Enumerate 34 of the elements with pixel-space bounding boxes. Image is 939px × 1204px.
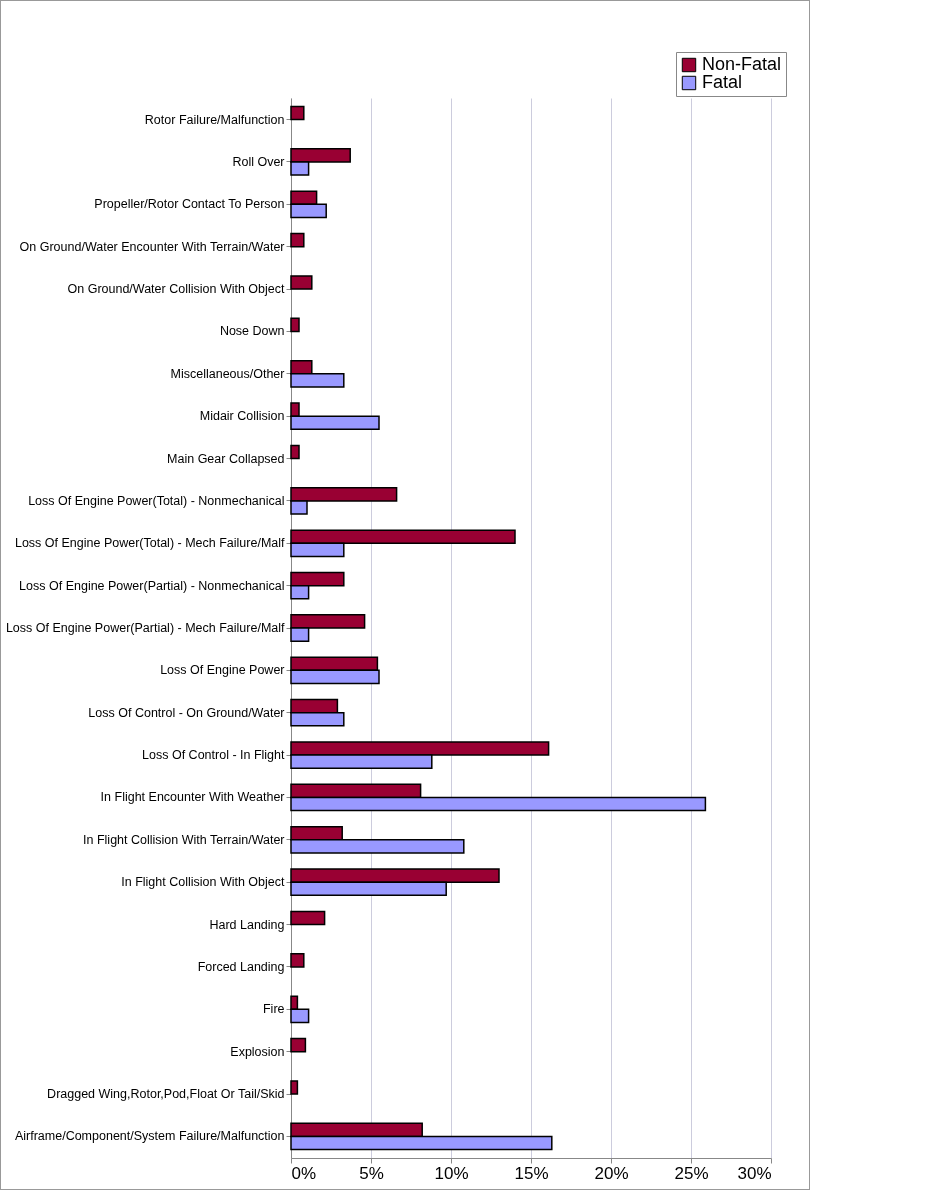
y-tick-label: In Flight Collision With Terrain/Water [83, 832, 285, 847]
y-tick-label: Airframe/Component/System Failure/Malfunction [14, 1129, 285, 1144]
y-tick-label: Explosion [230, 1044, 285, 1059]
y-tick-label: Loss Of Control - On Ground/Water [88, 705, 285, 720]
y-tick-label: Loss Of Engine Power(Total) - Nonmechanical [28, 493, 285, 508]
y-tick-label: Roll Over [232, 154, 285, 169]
y-tick-label: Dragged Wing,Rotor,Pod,Float Or Tail/Skid [47, 1087, 285, 1102]
y-tick-label: Loss Of Control - In Flight [142, 748, 286, 763]
x-tick-label: 30% [737, 1163, 772, 1183]
y-tick-label: Main Gear Collapsed [167, 451, 285, 466]
y-tick-label: Hard Landing [209, 917, 285, 932]
y-tick-label: Miscellaneous/Other [170, 366, 285, 381]
y-tick-label: Propeller/Rotor Contact To Person [94, 197, 285, 212]
y-tick-label: In Flight Collision With Object [121, 875, 286, 890]
x-tick-label: 5% [359, 1163, 384, 1183]
x-tick-label: 15% [514, 1163, 549, 1183]
y-tick-label: Loss Of Engine Power(Partial) - Mech Failure/Malf [5, 621, 286, 635]
y-tick-label: Forced Landing [197, 959, 285, 974]
y-tick-label: Fire [262, 1002, 285, 1017]
y-tick-label: Midair Collision [199, 409, 285, 424]
x-tick-label: 20% [594, 1163, 629, 1183]
y-tick-label: On Ground/Water Collision With Object [67, 282, 286, 297]
x-tick-label: 10% [434, 1163, 469, 1183]
y-tick-label: On Ground/Water Encounter With Terrain/Water [19, 239, 285, 254]
y-tick-label: Loss Of Engine Power(Partial) - Nonmechanical [19, 578, 285, 593]
legend-label: Non-Fatal [702, 54, 782, 74]
y-tick-label: Loss Of Engine Power(Total) - Mech Failure/Malf [14, 536, 286, 551]
x-tick-label: 25% [674, 1163, 709, 1183]
y-tick-label: Loss Of Engine Power [160, 663, 285, 678]
y-tick-label: Nose Down [219, 324, 285, 339]
x-tick-label: 0% [291, 1163, 317, 1183]
y-tick-label: In Flight Encounter With Weather [100, 790, 285, 805]
y-tick-label: Rotor Failure/Malfunction [144, 112, 285, 127]
legend-label: Fatal [702, 72, 743, 92]
